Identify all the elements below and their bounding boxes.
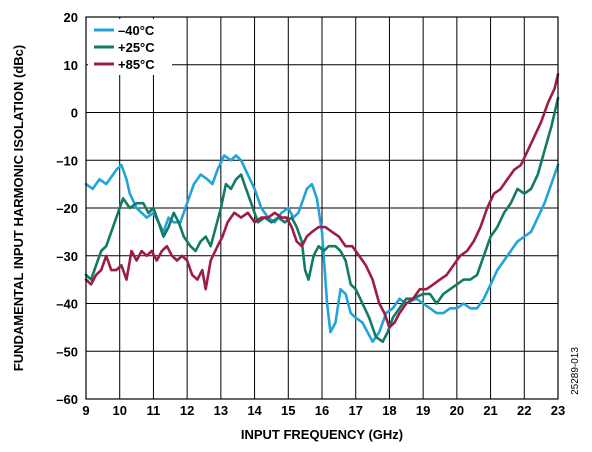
x-tick-label: 19 bbox=[416, 403, 430, 418]
series-lines bbox=[84, 73, 560, 343]
x-tick-label: 16 bbox=[315, 403, 329, 418]
y-tick-label: –50 bbox=[56, 344, 78, 359]
x-tick-label: 9 bbox=[82, 403, 89, 418]
y-tick-label: –30 bbox=[56, 249, 78, 264]
y-tick-label: –40 bbox=[56, 297, 78, 312]
x-tick-label: 13 bbox=[214, 403, 228, 418]
legend: –40°C +25°C +85°C bbox=[88, 19, 172, 75]
series-line-3 bbox=[84, 73, 560, 329]
x-tick-label: 12 bbox=[180, 403, 194, 418]
x-axis-title: INPUT FREQUENCY (GHz) bbox=[241, 427, 403, 442]
x-tick-label: 11 bbox=[147, 403, 161, 418]
y-tick-label: –10 bbox=[56, 153, 78, 168]
figure-id: 25289-013 bbox=[570, 347, 581, 395]
legend-label-3: +85°C bbox=[118, 57, 155, 72]
x-tick-label: 22 bbox=[517, 403, 531, 418]
legend-label-1: –40°C bbox=[118, 23, 155, 38]
plot-frame bbox=[85, 16, 559, 400]
y-tick-labels: 20 10 0 –10 –20 –30 –40 –50 –60 bbox=[56, 10, 78, 407]
x-tick-label: 17 bbox=[348, 403, 362, 418]
x-tick-label: 15 bbox=[281, 403, 295, 418]
x-tick-label: 20 bbox=[450, 403, 464, 418]
x-tick-label: 21 bbox=[483, 403, 497, 418]
y-tick-label: 20 bbox=[64, 10, 78, 25]
x-tick-label: 23 bbox=[551, 403, 565, 418]
y-tick-label: –60 bbox=[56, 392, 78, 407]
y-tick-label: –20 bbox=[56, 201, 78, 216]
legend-label-2: +25°C bbox=[118, 40, 155, 55]
series-line-2 bbox=[84, 96, 560, 343]
y-tick-label: 10 bbox=[64, 58, 78, 73]
x-tick-label: 18 bbox=[382, 403, 396, 418]
y-tick-label: 0 bbox=[71, 106, 78, 121]
x-tick-labels: 9 10 11 12 13 14 15 16 17 18 19 20 21 22 23 bbox=[82, 403, 565, 418]
y-axis-title: FUNDAMENTAL INPUT HARMONIC ISOLATION (dB… bbox=[11, 45, 26, 371]
x-tick-label: 10 bbox=[112, 403, 126, 418]
x-tick-label: 14 bbox=[247, 403, 262, 418]
